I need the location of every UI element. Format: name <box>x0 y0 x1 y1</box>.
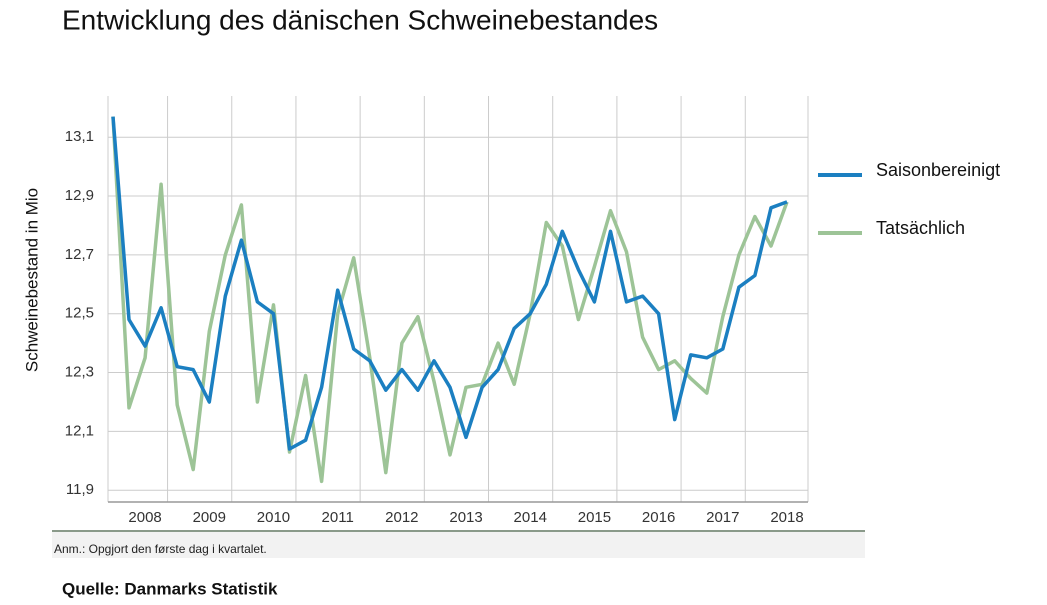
y-axis-label: Schweinebestand in Mio <box>22 188 41 372</box>
series-line <box>111 116 789 484</box>
y-tick-label: 12,3 <box>65 364 94 381</box>
note: Anm.: Opgjort den første dag i kvartalet… <box>54 542 267 556</box>
legend-label: Saisonbereinigt <box>876 160 1000 180</box>
chart-title: Entwicklung des dänischen Schweinebestan… <box>62 4 658 35</box>
x-tick-label: 2010 <box>257 509 290 526</box>
legend-label: Tatsächlich <box>876 218 965 238</box>
series-line <box>111 116 788 451</box>
y-tick-label: 13,1 <box>65 128 94 145</box>
x-tick-label: 2015 <box>578 509 611 526</box>
x-tick-label: 2016 <box>642 509 675 526</box>
source: Quelle: Danmarks Statistik <box>62 579 278 598</box>
x-tick-label: 2009 <box>193 509 226 526</box>
y-tick-label: 12,5 <box>65 305 94 322</box>
x-tick-label: 2018 <box>770 509 803 526</box>
x-tick-label: 2012 <box>385 509 418 526</box>
x-tick-label: 2014 <box>514 509 547 526</box>
x-tick-label: 2008 <box>128 509 161 526</box>
x-tick-label: 2017 <box>706 509 739 526</box>
x-tick-label: 2013 <box>449 509 482 526</box>
y-tick-label: 12,9 <box>65 187 94 204</box>
y-tick-label: 12,1 <box>65 422 94 439</box>
y-tick-label: 12,7 <box>65 246 94 263</box>
y-tick-label: 11,9 <box>66 481 94 498</box>
note-panel <box>52 531 865 558</box>
x-tick-label: 2011 <box>322 509 354 526</box>
chart-panel <box>52 88 865 558</box>
